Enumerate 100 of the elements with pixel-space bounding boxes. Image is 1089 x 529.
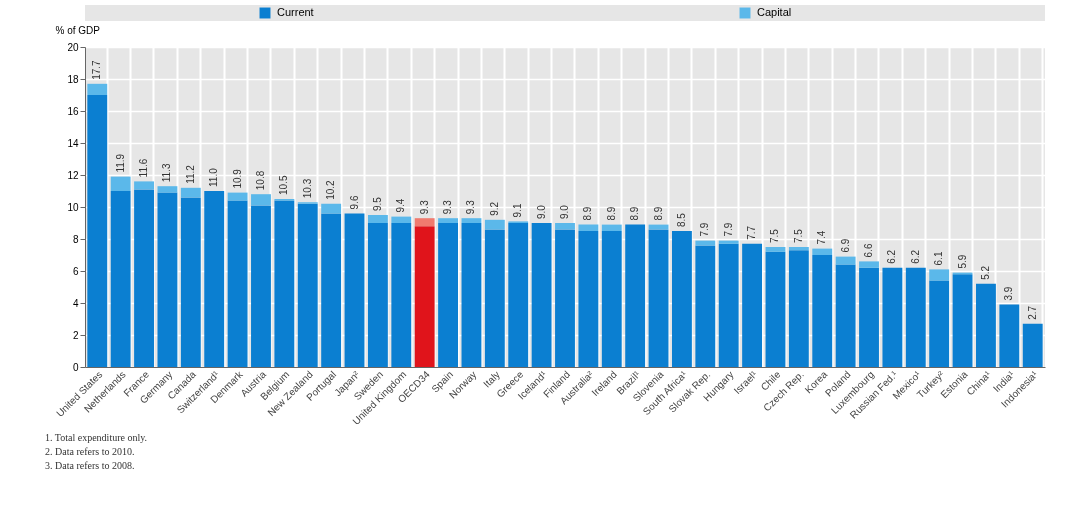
bar bbox=[695, 245, 716, 367]
bar bbox=[484, 229, 505, 367]
bar bbox=[321, 213, 342, 367]
bar bbox=[391, 216, 412, 223]
y-tick-label: 18 bbox=[67, 73, 79, 85]
bar bbox=[648, 229, 669, 367]
y-axis-title: % of GDP bbox=[55, 24, 101, 36]
bar bbox=[251, 194, 271, 206]
total-label: 9.3 bbox=[418, 199, 430, 215]
y-tick-label: 4 bbox=[72, 297, 79, 309]
text: 2. Data refers to 2010. bbox=[45, 446, 135, 457]
bar bbox=[671, 231, 692, 367]
total-label: 10.3 bbox=[301, 178, 313, 199]
y-tick-label: 20 bbox=[67, 41, 79, 53]
y-tick-label: 2 bbox=[72, 329, 79, 341]
total-label: 7.5 bbox=[792, 228, 804, 243]
bar bbox=[227, 200, 248, 367]
bar bbox=[812, 255, 833, 367]
bar bbox=[1022, 323, 1043, 367]
y-tick-label: 12 bbox=[67, 169, 79, 181]
bar bbox=[625, 224, 646, 367]
y-tick-label: 14 bbox=[67, 137, 79, 149]
bar bbox=[859, 261, 879, 268]
bar bbox=[461, 223, 482, 367]
total-label: 9.5 bbox=[371, 196, 383, 211]
bar bbox=[134, 189, 154, 367]
total-label: 7.4 bbox=[816, 230, 828, 245]
total-label: 17.7 bbox=[91, 59, 103, 80]
bar bbox=[859, 267, 879, 367]
bar bbox=[367, 215, 388, 223]
total-label: 8.9 bbox=[582, 206, 594, 221]
bar bbox=[555, 223, 575, 230]
text: 1. Total expenditure only. bbox=[45, 432, 148, 443]
y-tick-label: 6 bbox=[72, 265, 79, 277]
y-tick-label: 16 bbox=[67, 105, 79, 117]
bar bbox=[157, 186, 178, 193]
total-label: 8.5 bbox=[675, 212, 687, 227]
bar bbox=[297, 203, 318, 367]
total-label: 6.2 bbox=[909, 249, 921, 264]
bar bbox=[180, 187, 201, 198]
bar bbox=[438, 218, 459, 223]
bar bbox=[414, 226, 435, 367]
total-label: 6.2 bbox=[886, 249, 898, 264]
y-tick-label: 0 bbox=[72, 361, 79, 373]
bar bbox=[484, 219, 505, 230]
legend-label: Capital bbox=[757, 6, 792, 18]
bar bbox=[788, 247, 809, 251]
bar bbox=[344, 213, 365, 367]
bar bbox=[391, 223, 412, 367]
bar bbox=[976, 283, 996, 367]
total-label: 7.7 bbox=[746, 225, 758, 240]
bar bbox=[788, 250, 809, 367]
total-label: 9.1 bbox=[512, 203, 524, 218]
total-label: 6.6 bbox=[863, 243, 875, 258]
total-label: 7.5 bbox=[769, 228, 781, 243]
total-label: 9.3 bbox=[465, 199, 477, 215]
total-label: 9.3 bbox=[442, 199, 454, 215]
bar bbox=[999, 304, 1020, 367]
bar bbox=[718, 240, 739, 244]
total-label: 6.9 bbox=[839, 238, 851, 253]
bar bbox=[601, 231, 622, 367]
bar bbox=[180, 197, 201, 367]
total-label: 8.9 bbox=[605, 206, 617, 221]
bar bbox=[110, 191, 131, 367]
total-label: 8.9 bbox=[652, 206, 664, 221]
total-label: 2.7 bbox=[1026, 305, 1038, 320]
total-label: 11.9 bbox=[114, 153, 126, 173]
total-label: 10.2 bbox=[325, 179, 337, 200]
bar bbox=[765, 247, 786, 252]
bar bbox=[87, 95, 108, 367]
bar bbox=[929, 269, 950, 281]
bar bbox=[812, 248, 833, 255]
total-label: 7.9 bbox=[699, 222, 711, 237]
total-label: 9.4 bbox=[395, 198, 407, 213]
bar bbox=[531, 223, 552, 367]
bar bbox=[110, 176, 131, 191]
bar bbox=[157, 192, 178, 367]
bar bbox=[367, 223, 388, 367]
bar bbox=[438, 223, 459, 367]
total-label: 10.8 bbox=[254, 170, 266, 191]
total-label: 10.9 bbox=[231, 168, 243, 189]
bar bbox=[905, 267, 926, 367]
total-label: 11.6 bbox=[138, 158, 150, 178]
legend-label: Current bbox=[277, 6, 314, 18]
total-label: 11.2 bbox=[184, 164, 196, 184]
bar bbox=[204, 191, 225, 367]
bar bbox=[87, 83, 108, 95]
y-tick-label: 10 bbox=[67, 201, 79, 213]
total-label: 9.0 bbox=[535, 204, 547, 219]
bar bbox=[461, 218, 482, 223]
total-label: 9.6 bbox=[348, 195, 360, 210]
bar bbox=[742, 243, 763, 367]
total-label: 7.9 bbox=[722, 222, 734, 237]
bar bbox=[718, 243, 739, 367]
total-label: 8.9 bbox=[629, 206, 641, 221]
bar bbox=[321, 203, 342, 214]
total-label: 9.0 bbox=[559, 204, 570, 219]
total-label: 3.9 bbox=[1003, 286, 1015, 301]
bar bbox=[765, 251, 786, 367]
bar bbox=[835, 256, 856, 265]
